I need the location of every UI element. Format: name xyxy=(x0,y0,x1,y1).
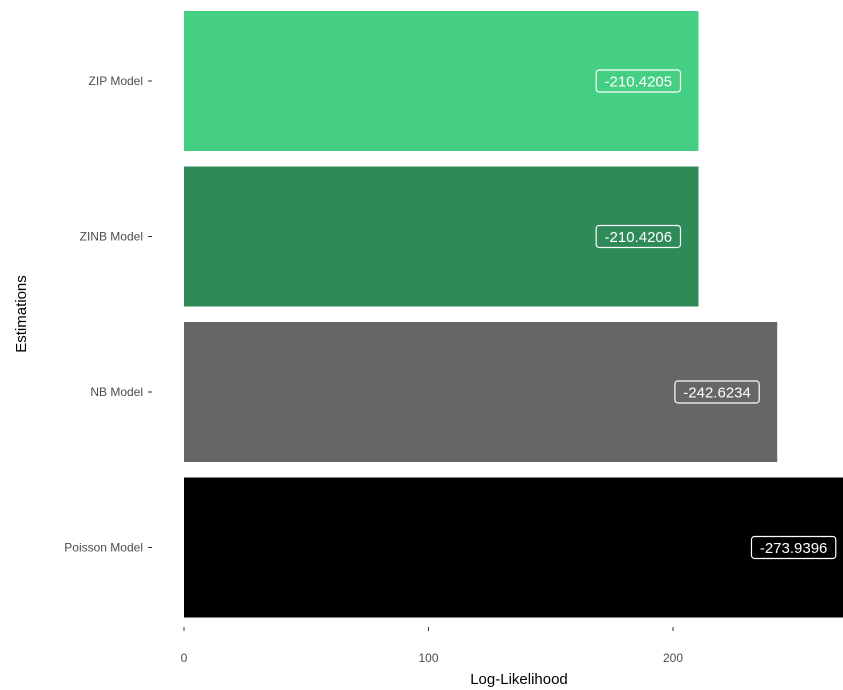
bar xyxy=(184,11,699,151)
bar xyxy=(184,166,699,307)
x-tick-label: 200 xyxy=(663,651,683,665)
data-labels-group: -210.4205 -210.4206 -242.6234 -273.9396 xyxy=(595,69,837,560)
x-axis-ticks: 0 100 200 xyxy=(181,627,683,665)
data-label-box xyxy=(674,380,760,404)
data-label: -210.4206 xyxy=(605,229,673,246)
x-tick-label: 100 xyxy=(418,651,438,665)
data-label: -273.9396 xyxy=(760,540,828,557)
x-axis-title: Log-Likelihood xyxy=(470,671,568,688)
y-axis-ticks: ZIP Model ZINB Model NB Model Poisson Model xyxy=(64,74,152,555)
y-tick-label: NB Model xyxy=(90,385,143,399)
data-label-box xyxy=(750,535,837,560)
y-tick-label: ZIP Model xyxy=(89,74,143,88)
data-label-box xyxy=(595,69,682,93)
x-tick-label: 0 xyxy=(181,651,188,665)
data-label: -242.6234 xyxy=(683,385,751,402)
y-tick-label: Poisson Model xyxy=(64,541,143,555)
data-label-box xyxy=(595,224,682,249)
data-label: -210.4205 xyxy=(605,74,673,91)
bar xyxy=(184,322,778,462)
bars-group xyxy=(184,11,843,618)
y-axis-title: Estimations xyxy=(13,275,30,353)
y-tick-label: ZINB Model xyxy=(80,230,143,244)
bar xyxy=(184,477,843,618)
